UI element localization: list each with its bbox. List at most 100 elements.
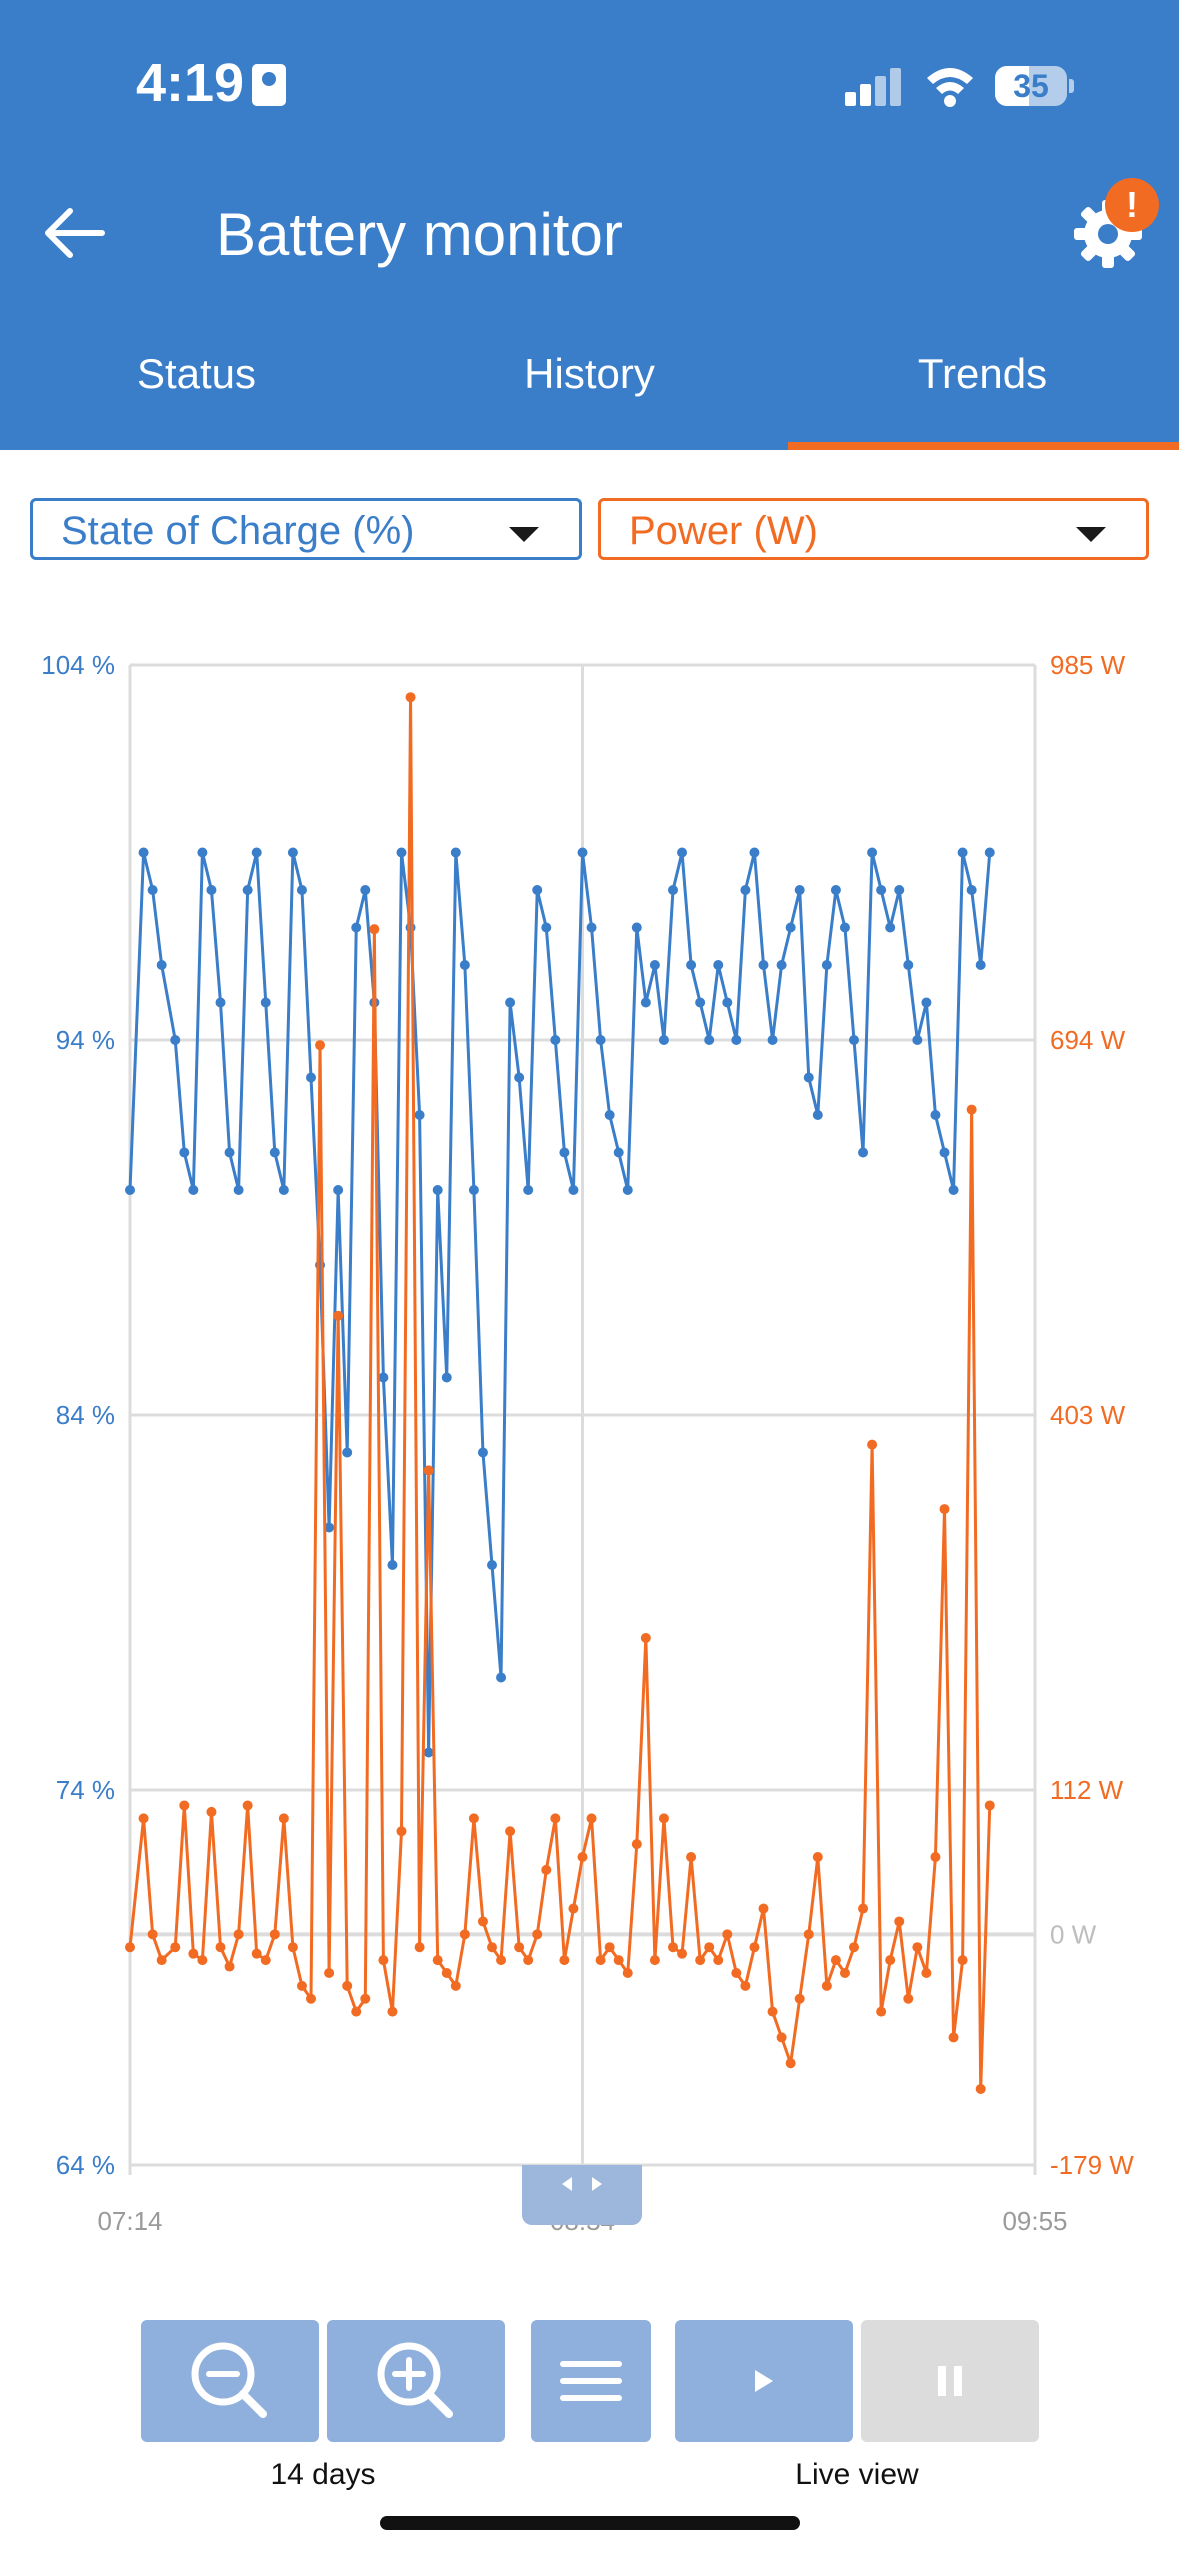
data-point bbox=[296, 885, 307, 895]
live-view-label: Live view bbox=[795, 2458, 919, 2491]
data-point bbox=[966, 1104, 977, 1115]
tab-status[interactable]: Status bbox=[136, 350, 257, 397]
menu-icon bbox=[560, 2361, 622, 2401]
data-point bbox=[930, 1852, 941, 1863]
chart-controls bbox=[0, 2320, 1179, 2450]
data-point bbox=[677, 847, 688, 858]
data-point bbox=[658, 1035, 669, 1045]
back-arrow-icon[interactable] bbox=[40, 198, 110, 268]
settings-alert-badge: ! bbox=[1105, 178, 1159, 232]
data-point bbox=[722, 1929, 733, 1940]
status-time: 4:19 bbox=[136, 53, 245, 113]
data-point bbox=[921, 997, 932, 1008]
left-axis-tick-label: 64 % bbox=[56, 2150, 115, 2180]
data-point bbox=[242, 885, 253, 895]
data-point bbox=[704, 1035, 715, 1045]
zoom-out-button[interactable] bbox=[141, 2320, 319, 2442]
zoom-in-button[interactable] bbox=[327, 2320, 505, 2442]
data-point bbox=[306, 1993, 316, 2004]
data-point bbox=[794, 885, 805, 895]
data-point bbox=[197, 1955, 208, 1966]
data-point bbox=[939, 1504, 950, 1515]
data-point bbox=[631, 922, 642, 933]
left-axis-tick-label: 84 % bbox=[56, 1400, 115, 1430]
data-point bbox=[215, 1942, 226, 1953]
data-point bbox=[613, 1955, 624, 1966]
data-point bbox=[939, 1147, 950, 1158]
right-axis-selector[interactable]: Power (W) bbox=[598, 498, 1149, 560]
data-point bbox=[894, 885, 905, 895]
trends-chart[interactable]: 104 % 94 % 84 % 74 % 64 % 985 W 694 W 403 W 112 … bbox=[0, 600, 1179, 2300]
pause-button[interactable] bbox=[861, 2320, 1039, 2442]
data-point bbox=[156, 960, 167, 970]
data-point bbox=[147, 1929, 158, 1940]
data-point bbox=[468, 1813, 479, 1824]
status-bar: 4:19 35 bbox=[0, 0, 1179, 170]
tab-history[interactable]: History bbox=[524, 350, 655, 397]
data-point bbox=[260, 997, 271, 1008]
data-point bbox=[776, 960, 787, 970]
data-point bbox=[858, 1147, 869, 1158]
data-point bbox=[333, 1310, 344, 1321]
chart-drag-handle[interactable] bbox=[522, 2165, 642, 2225]
left-axis-selector-label: State of Charge (%) bbox=[61, 509, 415, 553]
data-point bbox=[233, 1929, 244, 1940]
zoom-range-label: 14 days bbox=[270, 2458, 376, 2491]
data-point bbox=[505, 1826, 516, 1837]
tab-trends[interactable]: Trends bbox=[917, 350, 1048, 397]
signal-icon bbox=[845, 66, 905, 106]
data-point bbox=[903, 1993, 914, 2004]
data-point bbox=[306, 1072, 316, 1083]
left-axis-selector[interactable]: State of Charge (%) bbox=[30, 498, 582, 560]
menu-button[interactable] bbox=[531, 2320, 651, 2442]
data-point bbox=[668, 1942, 678, 1953]
data-point bbox=[324, 1967, 335, 1978]
data-point bbox=[396, 1826, 407, 1837]
right-axis-tick-label: 0 W bbox=[1050, 1919, 1097, 1949]
data-point bbox=[206, 1806, 217, 1817]
play-button[interactable] bbox=[675, 2320, 853, 2442]
data-point bbox=[432, 1955, 443, 1966]
data-point bbox=[803, 1072, 814, 1083]
right-axis-tick-label: 985 W bbox=[1050, 650, 1126, 680]
play-icon bbox=[755, 2370, 773, 2392]
data-point bbox=[251, 1948, 262, 1959]
data-point bbox=[595, 1035, 606, 1045]
data-point bbox=[749, 1942, 760, 1953]
data-point bbox=[984, 1800, 995, 1811]
data-point bbox=[640, 997, 651, 1008]
data-point bbox=[686, 1852, 697, 1863]
tab-bar: Status History Trends bbox=[0, 340, 1179, 450]
data-point bbox=[948, 2032, 959, 2043]
data-point bbox=[559, 1955, 570, 1966]
data-point bbox=[378, 1372, 389, 1383]
left-axis-tick-label: 104 % bbox=[41, 650, 115, 680]
data-point bbox=[532, 885, 543, 895]
data-point bbox=[278, 1813, 289, 1824]
data-point bbox=[496, 1955, 507, 1966]
data-point bbox=[876, 885, 887, 895]
data-point bbox=[324, 1522, 335, 1533]
data-point bbox=[260, 1955, 271, 1966]
data-point bbox=[957, 847, 968, 858]
data-point bbox=[315, 1040, 326, 1051]
battery-indicator: 35 bbox=[995, 66, 1075, 106]
data-point bbox=[233, 1185, 244, 1195]
data-point bbox=[387, 1560, 398, 1570]
data-point bbox=[849, 1035, 859, 1045]
data-point bbox=[360, 885, 371, 895]
pause-icon bbox=[938, 2366, 962, 2396]
data-point bbox=[658, 1813, 669, 1824]
data-point bbox=[767, 1035, 778, 1045]
data-point bbox=[586, 922, 597, 933]
x-axis-tick-label: 09:55 bbox=[1002, 2206, 1067, 2236]
data-point bbox=[477, 1447, 488, 1458]
data-point bbox=[342, 1980, 353, 1991]
data-point bbox=[577, 1852, 588, 1863]
data-point bbox=[224, 1961, 235, 1972]
data-point bbox=[722, 997, 733, 1008]
data-point bbox=[604, 1110, 615, 1120]
data-point bbox=[948, 1185, 959, 1195]
data-point bbox=[975, 2083, 986, 2094]
data-point bbox=[885, 1955, 896, 1966]
